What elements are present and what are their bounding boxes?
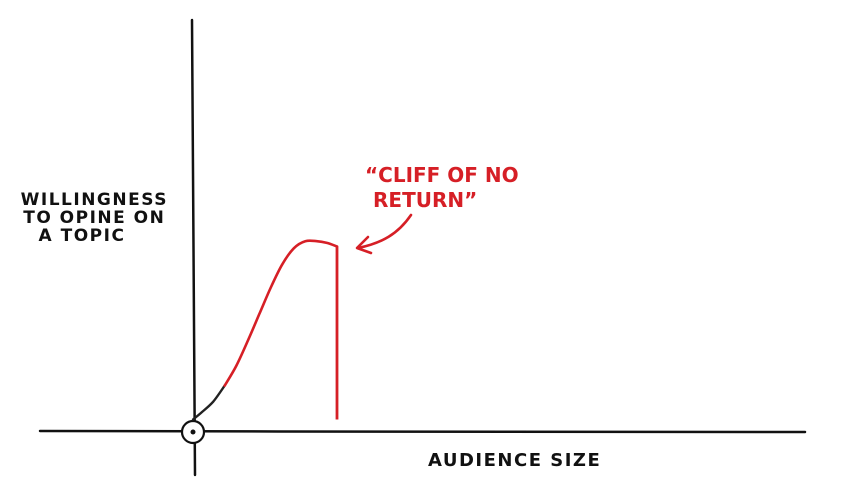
y-axis bbox=[190, 18, 197, 477]
y-axis-label: WILLINGNESS TO OPINE ON A TOPIC bbox=[21, 190, 176, 246]
y-axis-label-line: TO OPINE ON bbox=[23, 208, 165, 228]
x-axis bbox=[38, 429, 807, 434]
annotation-arrow bbox=[356, 213, 413, 250]
y-axis-label-line: A TOPIC bbox=[39, 226, 126, 246]
origin-dot bbox=[190, 429, 196, 435]
y-axis-label-line: WILLINGNESS bbox=[21, 190, 168, 210]
annotation-arrowhead bbox=[355, 235, 373, 255]
annotation-line: RETURN” bbox=[373, 188, 477, 212]
x-axis-label: AUDIENCE SIZE bbox=[428, 450, 601, 471]
annotation-line: “CLIFF OF NO bbox=[365, 163, 519, 187]
annotation-text: “CLIFF OF NO RETURN” bbox=[365, 163, 526, 212]
curve-segment-start bbox=[191, 384, 226, 421]
curve-line bbox=[223, 239, 339, 387]
